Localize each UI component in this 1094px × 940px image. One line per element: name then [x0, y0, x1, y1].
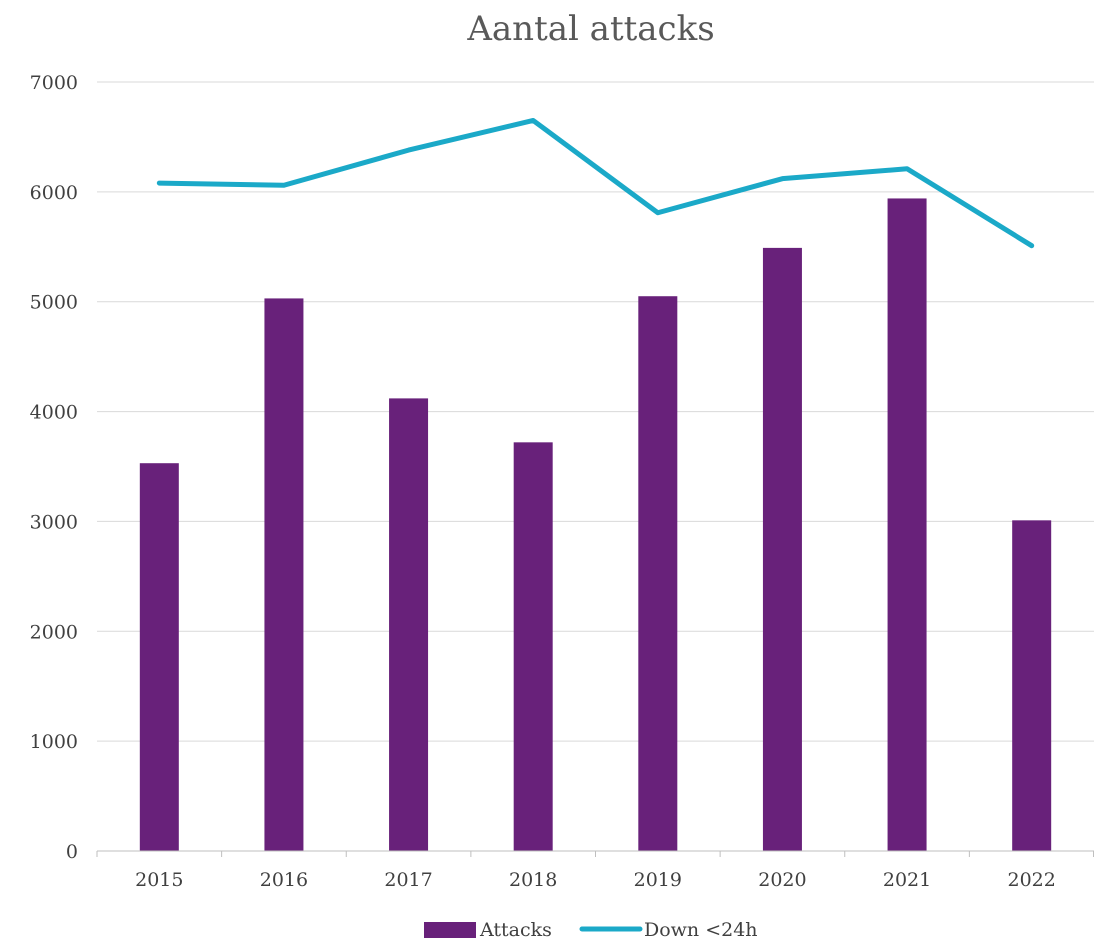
y-tick-label: 6000 [30, 182, 78, 204]
bar-attacks-2016 [264, 298, 304, 851]
y-tick-label: 0 [66, 841, 78, 863]
legend: Attacks Down <24h [424, 919, 758, 940]
x-tick-label: 2017 [384, 869, 432, 891]
legend-label-down: Down <24h [644, 919, 758, 940]
x-tick-label: 2022 [1008, 869, 1056, 891]
bar-attacks-2021 [887, 198, 927, 851]
legend-label-attacks: Attacks [479, 919, 552, 940]
line-down-24h [156, 117, 1035, 249]
line-series [156, 117, 1035, 249]
x-tick-label: 2019 [634, 869, 682, 891]
x-tick-label: 2016 [260, 869, 308, 891]
x-tick-label: 2020 [758, 869, 806, 891]
x-tick-label: 2018 [509, 869, 557, 891]
bar-attacks-2020 [762, 247, 802, 852]
bar-attacks-2022 [1012, 520, 1052, 851]
y-tick-label: 2000 [30, 621, 78, 643]
y-tick-label: 3000 [30, 511, 78, 533]
y-tick-label: 5000 [30, 292, 78, 314]
chart-title: Aantal attacks [466, 9, 714, 49]
bar-attacks-2015 [139, 463, 179, 851]
gridlines [97, 81, 1094, 742]
legend-swatch-attacks [424, 922, 476, 938]
y-tick-label: 7000 [30, 72, 78, 94]
y-tick-label: 4000 [30, 402, 78, 424]
y-tick-label: 1000 [30, 731, 78, 753]
bar-attacks-2017 [389, 398, 429, 851]
x-tick-label: 2015 [135, 869, 183, 891]
bar-attacks-2018 [513, 442, 553, 851]
bar-attacks-2019 [638, 296, 678, 851]
axes: 0 1000 2000 3000 4000 5000 6000 7000 2015 2016 201… [30, 72, 1094, 891]
bar-series [139, 198, 1052, 852]
x-tick-label: 2021 [883, 869, 931, 891]
